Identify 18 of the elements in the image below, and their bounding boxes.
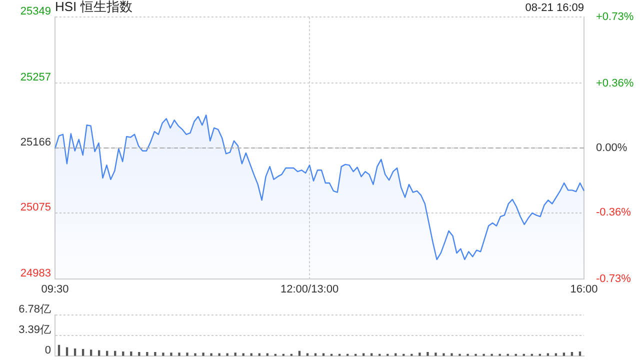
y-tick-label: 25166 — [20, 136, 51, 149]
y2-tick-label: -0.73% — [596, 272, 632, 285]
x-tick-label: 09:30 — [41, 283, 69, 296]
x-tick-label: 16:00 — [570, 283, 598, 296]
y2-tick-label: -0.36% — [596, 206, 632, 219]
chart-subtitle: 08-21 16:09 — [525, 2, 584, 14]
y-tick-label: 25075 — [20, 202, 51, 214]
y-tick-label: 0 — [44, 344, 51, 357]
y-tick-label: 25257 — [20, 71, 51, 84]
y2-tick-label: 0.00% — [596, 142, 628, 154]
y2-tick-label: +0.73% — [596, 11, 634, 24]
y2-tick-label: +0.36% — [596, 78, 634, 90]
y-tick-label: 3.39亿 — [18, 324, 51, 336]
y-tick-label: 6.78亿 — [18, 304, 51, 316]
y-tick-label: 24983 — [20, 267, 51, 280]
x-tick-label: 12:00/13:00 — [280, 283, 339, 296]
chart-title: HSI 恒生指数 — [55, 0, 132, 14]
y-tick-label: 25349 — [20, 6, 51, 18]
